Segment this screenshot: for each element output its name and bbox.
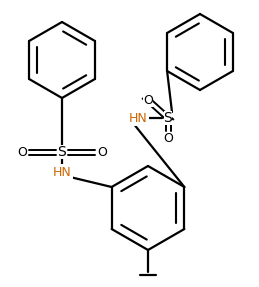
Text: O: O — [97, 146, 107, 158]
Text: S: S — [57, 145, 66, 159]
Text: S: S — [164, 111, 172, 125]
Text: O: O — [143, 94, 153, 106]
Text: HN: HN — [53, 166, 71, 179]
Text: HN: HN — [129, 112, 147, 125]
Text: O: O — [163, 131, 173, 144]
Text: O: O — [17, 146, 27, 158]
